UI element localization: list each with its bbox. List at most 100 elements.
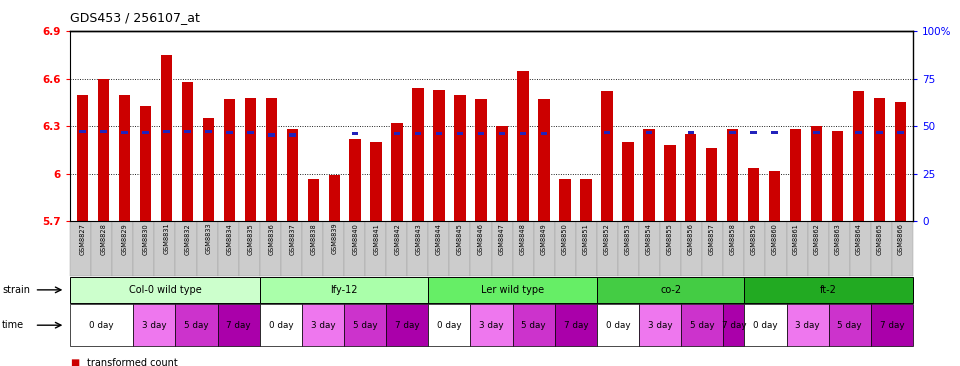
Bar: [184, 130, 191, 133]
Bar: [266, 98, 277, 221]
Bar: [181, 82, 193, 221]
Text: 3 day: 3 day: [795, 321, 820, 330]
Bar: [328, 175, 340, 221]
Bar: [852, 92, 864, 221]
Text: Ler wild type: Ler wild type: [481, 285, 544, 295]
Bar: [876, 131, 882, 134]
Bar: [772, 131, 778, 134]
Bar: [289, 134, 296, 137]
Text: 7 day: 7 day: [879, 321, 904, 330]
Bar: [160, 55, 172, 221]
Bar: [140, 106, 152, 221]
Bar: [203, 118, 214, 221]
Bar: [727, 130, 738, 221]
Bar: [790, 130, 802, 221]
Bar: [454, 94, 466, 221]
Bar: [101, 130, 107, 133]
Bar: [622, 142, 634, 221]
Bar: [98, 79, 109, 221]
Bar: [751, 131, 756, 134]
Text: 3 day: 3 day: [479, 321, 504, 330]
Bar: [205, 130, 211, 133]
Text: 7 day: 7 day: [395, 321, 420, 330]
Bar: [519, 132, 526, 135]
Bar: [539, 99, 550, 221]
Bar: [706, 149, 717, 221]
Text: Col-0 wild type: Col-0 wild type: [129, 285, 202, 295]
Bar: [769, 171, 780, 221]
Text: 5 day: 5 day: [690, 321, 714, 330]
Bar: [287, 130, 299, 221]
Bar: [248, 131, 253, 134]
Bar: [540, 132, 547, 135]
Bar: [224, 99, 235, 221]
Bar: [77, 94, 88, 221]
Bar: [371, 142, 382, 221]
Bar: [499, 132, 505, 135]
Text: 7 day: 7 day: [227, 321, 251, 330]
Text: 3 day: 3 day: [142, 321, 167, 330]
Bar: [121, 131, 128, 134]
Bar: [349, 139, 361, 221]
Bar: [559, 179, 570, 221]
Text: time: time: [2, 320, 24, 330]
Text: 7 day: 7 day: [722, 321, 746, 330]
Text: 7 day: 7 day: [564, 321, 588, 330]
Bar: [394, 132, 400, 135]
Text: 5 day: 5 day: [521, 321, 546, 330]
Text: 3 day: 3 day: [648, 321, 672, 330]
Text: co-2: co-2: [660, 285, 682, 295]
Bar: [748, 168, 759, 221]
Bar: [119, 94, 131, 221]
Text: ■: ■: [70, 358, 80, 366]
Text: 5 day: 5 day: [184, 321, 208, 330]
Text: 5 day: 5 day: [837, 321, 862, 330]
Bar: [874, 98, 885, 221]
Text: 0 day: 0 day: [606, 321, 630, 330]
Bar: [415, 132, 421, 135]
Bar: [604, 131, 610, 134]
Bar: [601, 92, 612, 221]
Bar: [831, 131, 843, 221]
Bar: [80, 130, 85, 133]
Bar: [475, 99, 487, 221]
Text: 3 day: 3 day: [311, 321, 335, 330]
Bar: [517, 71, 529, 221]
Text: 0 day: 0 day: [437, 321, 462, 330]
Text: transformed count: transformed count: [87, 358, 179, 366]
Bar: [646, 131, 652, 134]
Bar: [142, 131, 149, 134]
Bar: [664, 145, 676, 221]
Text: strain: strain: [2, 285, 30, 295]
Bar: [898, 131, 903, 134]
Bar: [457, 132, 464, 135]
Text: ft-2: ft-2: [820, 285, 837, 295]
Bar: [687, 131, 694, 134]
Text: 0 day: 0 day: [89, 321, 114, 330]
Text: lfy-12: lfy-12: [330, 285, 358, 295]
Text: 0 day: 0 day: [754, 321, 778, 330]
Text: 0 day: 0 day: [269, 321, 293, 330]
Bar: [478, 132, 484, 135]
Bar: [580, 179, 591, 221]
Bar: [855, 131, 862, 134]
Bar: [643, 130, 655, 221]
Bar: [730, 131, 735, 134]
Bar: [436, 132, 443, 135]
Bar: [268, 134, 275, 137]
Bar: [684, 134, 696, 221]
Bar: [433, 90, 444, 221]
Bar: [227, 131, 232, 134]
Bar: [496, 126, 508, 221]
Bar: [245, 98, 256, 221]
Bar: [811, 126, 823, 221]
Bar: [392, 123, 403, 221]
Text: GDS453 / 256107_at: GDS453 / 256107_at: [70, 11, 200, 24]
Bar: [352, 132, 358, 135]
Bar: [413, 88, 424, 221]
Bar: [813, 131, 820, 134]
Bar: [895, 102, 906, 221]
Bar: [163, 130, 170, 133]
Bar: [307, 179, 319, 221]
Text: 5 day: 5 day: [353, 321, 377, 330]
